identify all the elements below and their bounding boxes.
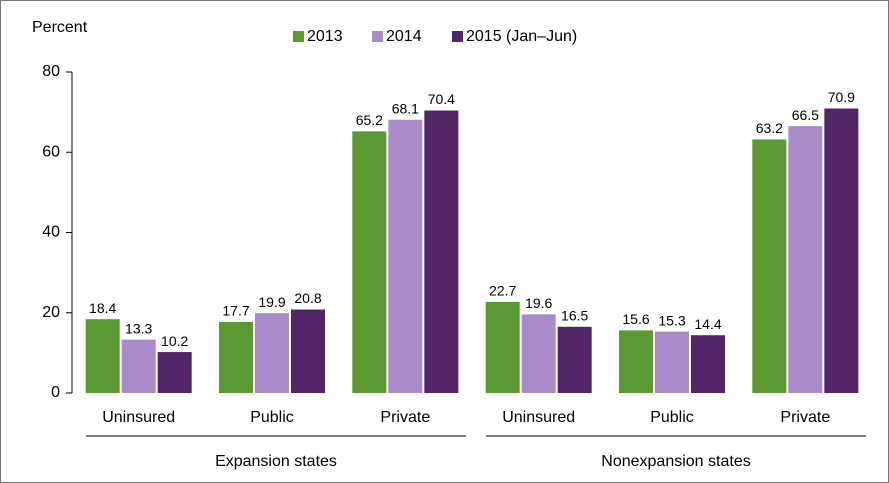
bar xyxy=(752,139,787,393)
y-tick-label: 20 xyxy=(42,304,60,321)
y-tick-label: 60 xyxy=(42,143,60,160)
bar xyxy=(388,119,423,393)
x-tick-label: Private xyxy=(380,409,430,426)
bar xyxy=(255,313,289,393)
bar xyxy=(352,131,387,393)
bar xyxy=(691,335,725,393)
bar xyxy=(424,110,459,394)
value-label: 63.2 xyxy=(756,120,783,136)
value-label: 19.6 xyxy=(525,295,552,311)
legend-label: 2015 (Jan–Jun) xyxy=(466,28,577,45)
value-label: 14.4 xyxy=(694,316,721,332)
bar xyxy=(219,321,253,393)
value-label: 19.9 xyxy=(258,294,285,310)
bar xyxy=(291,309,325,393)
bar xyxy=(521,314,556,393)
value-label: 22.7 xyxy=(489,283,516,299)
value-label: 10.2 xyxy=(161,333,188,349)
value-label: 18.4 xyxy=(89,300,116,316)
group-label: Expansion states xyxy=(215,453,337,470)
value-label: 70.4 xyxy=(428,91,455,107)
value-label: 15.3 xyxy=(658,312,685,328)
y-axis-label: Percent xyxy=(32,19,88,36)
bar xyxy=(85,319,120,393)
x-tick-label: Public xyxy=(650,409,694,426)
legend-label: 2013 xyxy=(307,28,343,45)
value-label: 13.3 xyxy=(125,320,152,336)
y-tick-label: 80 xyxy=(42,63,60,80)
bar xyxy=(485,301,520,393)
value-label: 65.2 xyxy=(356,112,383,128)
bar xyxy=(824,108,859,394)
value-label: 20.8 xyxy=(294,290,321,306)
bar xyxy=(121,339,156,393)
legend-swatch xyxy=(293,31,304,42)
x-tick-label: Uninsured xyxy=(102,409,175,426)
value-label: 70.9 xyxy=(828,89,855,105)
group-label: Nonexpansion states xyxy=(601,453,750,470)
value-label: 68.1 xyxy=(392,100,419,116)
legend-swatch xyxy=(372,31,383,42)
y-tick-label: 40 xyxy=(42,224,60,241)
value-label: 17.7 xyxy=(222,303,249,319)
bar xyxy=(157,352,192,393)
x-tick-label: Public xyxy=(250,409,294,426)
value-label: 66.5 xyxy=(792,107,819,123)
bar xyxy=(557,326,592,393)
y-tick-label: 0 xyxy=(51,384,60,401)
legend-swatch xyxy=(452,31,463,42)
bar xyxy=(619,330,653,393)
value-label: 15.6 xyxy=(622,311,649,327)
value-label: 16.5 xyxy=(561,307,588,323)
x-tick-label: Uninsured xyxy=(502,409,575,426)
bar xyxy=(655,331,689,393)
legend-label: 2014 xyxy=(386,28,422,45)
x-tick-label: Private xyxy=(780,409,830,426)
bar xyxy=(788,126,823,393)
